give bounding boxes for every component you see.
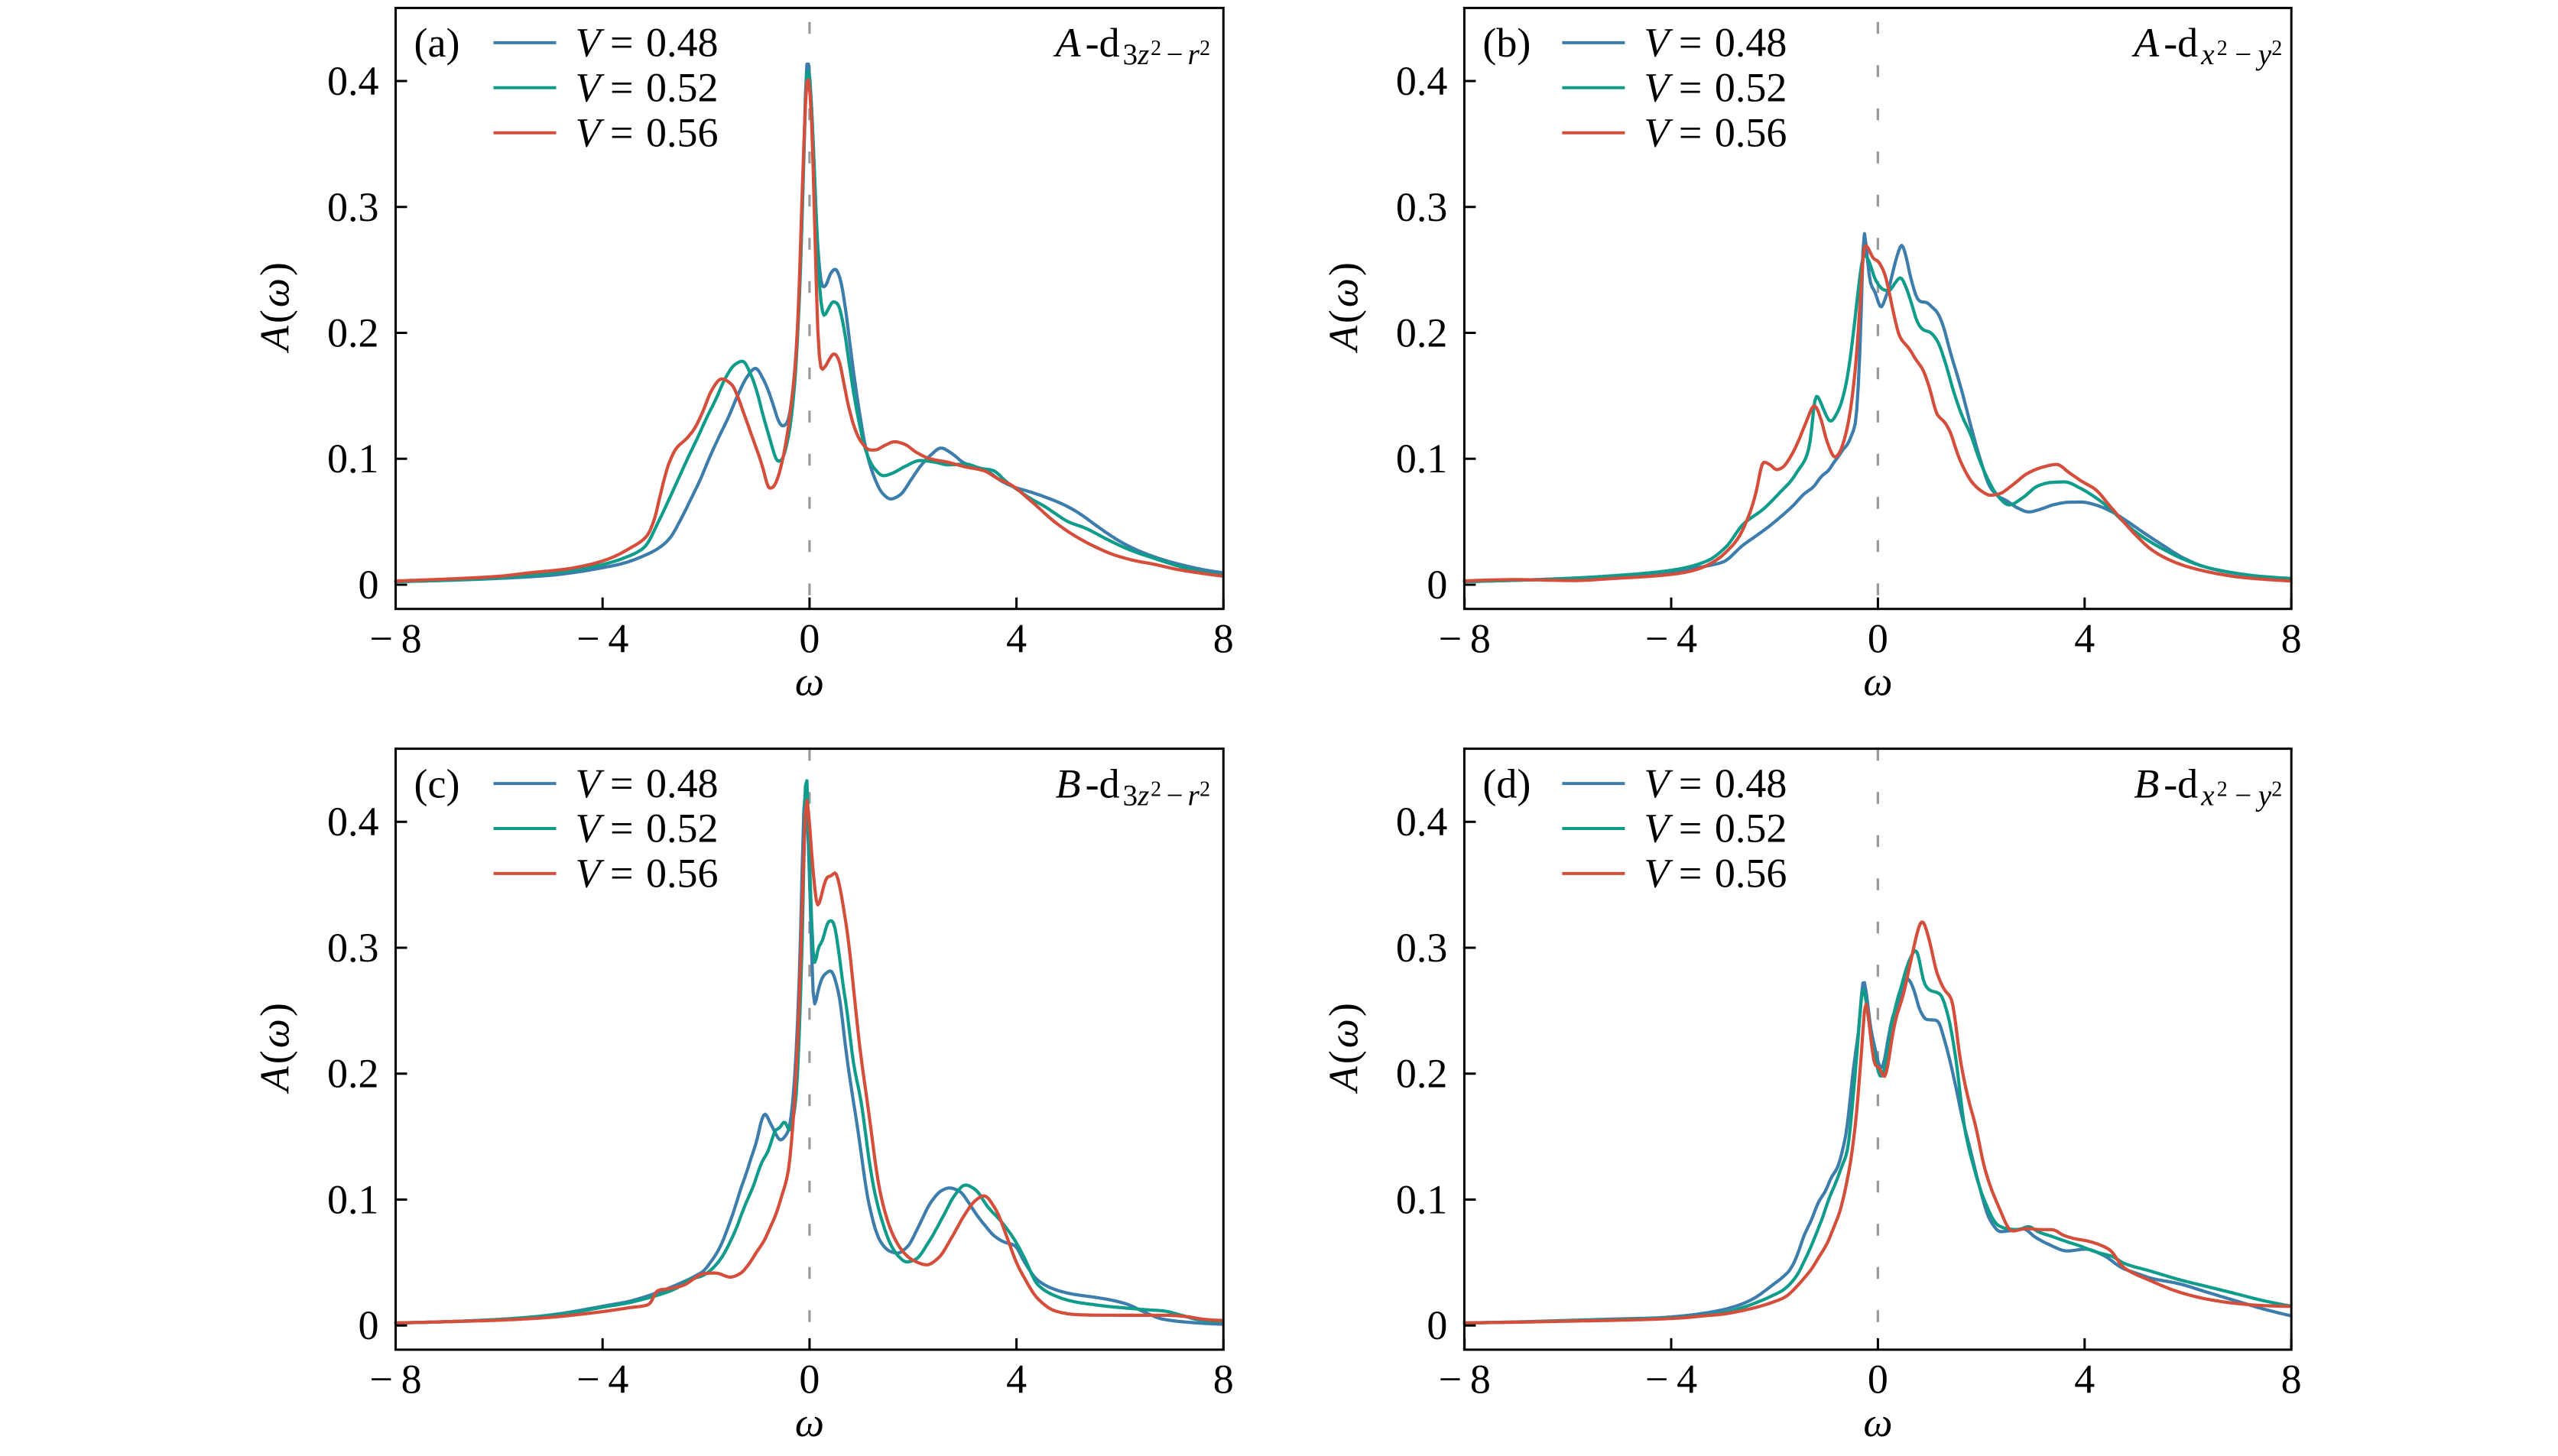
- svg-text:− 4: − 4: [576, 616, 628, 662]
- svg-text:(b): (b): [1482, 20, 1531, 66]
- svg-text:V=0.48: V = 0.48: [1644, 760, 1787, 806]
- svg-text:A(ω): A(ω): [252, 1003, 298, 1094]
- svg-text:ω: ω: [795, 659, 824, 705]
- svg-text:8: 8: [1213, 616, 1234, 662]
- svg-text:0: 0: [359, 562, 379, 608]
- svg-text:0.2: 0.2: [327, 1051, 379, 1097]
- svg-text:4: 4: [2074, 1357, 2095, 1402]
- svg-text:− 8: − 8: [1439, 616, 1491, 662]
- svg-text:V=0.56: V = 0.56: [576, 109, 719, 155]
- svg-text:0.2: 0.2: [327, 310, 379, 356]
- svg-text:A(ω): A(ω): [1321, 1003, 1367, 1094]
- svg-text:V=0.56: V = 0.56: [1644, 109, 1787, 155]
- svg-text:0: 0: [1427, 562, 1447, 608]
- svg-text:8: 8: [2281, 616, 2302, 662]
- svg-text:A-dx2−y2: A -d x 2− y2: [2131, 20, 2282, 71]
- svg-text:4: 4: [1006, 616, 1027, 662]
- svg-text:0: 0: [1868, 1357, 1888, 1402]
- svg-text:0: 0: [1427, 1302, 1447, 1348]
- svg-text:V=0.52: V = 0.52: [1644, 806, 1787, 851]
- svg-text:V=0.48: V = 0.48: [576, 20, 719, 66]
- svg-text:0: 0: [359, 1302, 379, 1348]
- svg-text:V=0.52: V = 0.52: [576, 806, 719, 851]
- svg-text:(d): (d): [1482, 760, 1531, 806]
- svg-text:(c): (c): [414, 760, 460, 806]
- svg-text:0.1: 0.1: [327, 1177, 379, 1223]
- svg-text:(a): (a): [414, 20, 460, 66]
- svg-text:8: 8: [2281, 1357, 2302, 1402]
- svg-text:V=0.48: V = 0.48: [576, 760, 719, 806]
- svg-text:V=0.52: V = 0.52: [576, 65, 719, 111]
- svg-text:− 8: − 8: [369, 1357, 421, 1402]
- svg-text:4: 4: [1006, 1357, 1027, 1402]
- svg-text:− 8: − 8: [1439, 1357, 1491, 1402]
- svg-text:− 4: − 4: [1645, 1357, 1697, 1402]
- svg-text:0.2: 0.2: [1396, 1051, 1448, 1097]
- svg-text:0: 0: [1868, 616, 1888, 662]
- svg-text:B-dx2−y2: B -d x 2− y2: [2134, 760, 2282, 812]
- svg-text:0.4: 0.4: [327, 799, 379, 845]
- svg-text:0.3: 0.3: [327, 925, 379, 971]
- svg-text:0.3: 0.3: [327, 184, 379, 230]
- svg-text:ω: ω: [795, 1399, 824, 1445]
- svg-text:ω: ω: [1863, 659, 1892, 705]
- svg-text:0.3: 0.3: [1396, 925, 1448, 971]
- svg-text:A(ω): A(ω): [252, 262, 298, 353]
- svg-text:0.3: 0.3: [1396, 184, 1448, 230]
- svg-text:A(ω): A(ω): [1321, 262, 1367, 353]
- svg-text:V=0.56: V = 0.56: [1644, 851, 1787, 897]
- svg-text:0.2: 0.2: [1396, 310, 1448, 356]
- svg-text:− 8: − 8: [369, 616, 421, 662]
- svg-text:0.1: 0.1: [1396, 1177, 1448, 1223]
- svg-text:8: 8: [1213, 1357, 1234, 1402]
- svg-text:ω: ω: [1863, 1399, 1892, 1445]
- svg-text:V=0.48: V = 0.48: [1644, 20, 1787, 66]
- svg-text:0.4: 0.4: [1396, 58, 1448, 104]
- svg-text:0.1: 0.1: [327, 436, 379, 482]
- svg-text:− 4: − 4: [576, 1357, 628, 1402]
- svg-text:V=0.52: V = 0.52: [1644, 65, 1787, 111]
- svg-text:0.4: 0.4: [1396, 799, 1448, 845]
- svg-text:− 4: − 4: [1645, 616, 1697, 662]
- svg-text:4: 4: [2074, 616, 2095, 662]
- svg-text:0: 0: [799, 616, 820, 662]
- svg-text:0.4: 0.4: [327, 58, 379, 104]
- svg-text:V=0.56: V = 0.56: [576, 851, 719, 897]
- svg-text:0.1: 0.1: [1396, 436, 1448, 482]
- svg-text:0: 0: [799, 1357, 820, 1402]
